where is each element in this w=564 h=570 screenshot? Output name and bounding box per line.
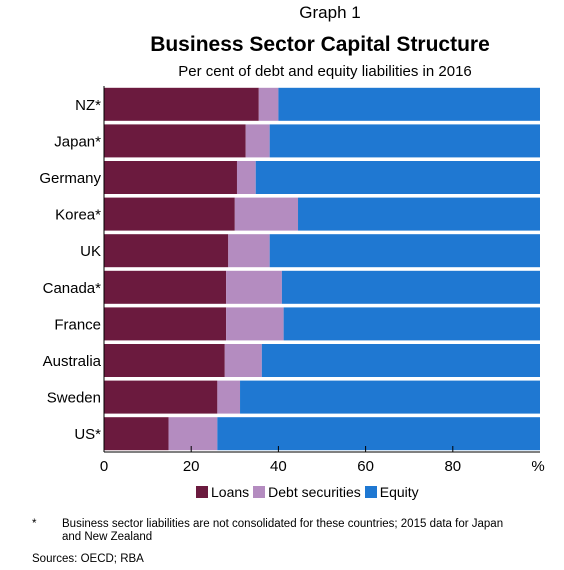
x-tick-label: 60: [357, 458, 374, 475]
legend-item-loans: Loans: [196, 484, 249, 500]
category-label: Korea*: [55, 207, 101, 224]
category-labels: NZ* Japan* Germany Korea* UK Canada* France Aus…: [39, 97, 101, 443]
legend-swatch-debt-securities: [253, 486, 266, 498]
bar-chart: NZ* Japan* Germany Korea* UK Canada* France Aus…: [39, 86, 545, 475]
bar-equity-8: [240, 380, 540, 414]
legend-swatch-loans: [196, 486, 208, 498]
bar-equity-6: [283, 307, 540, 341]
category-label: US*: [74, 426, 101, 443]
bar-debt-securities-4: [228, 234, 270, 268]
graph-number: Graph 1: [299, 3, 361, 22]
bar-loans-3: [104, 197, 235, 231]
x-tick-label: 20: [183, 458, 200, 475]
category-label: Sweden: [47, 390, 101, 407]
category-label: Canada*: [43, 280, 102, 297]
footnote-marker: *: [32, 518, 37, 530]
chart-title: Business Sector Capital Structure: [150, 33, 490, 56]
x-tick-label: 40: [270, 458, 287, 475]
bar-debt-securities-8: [217, 380, 241, 414]
bar-equity-1: [269, 124, 540, 158]
bar-debt-securities-9: [168, 417, 218, 451]
bar-debt-securities-2: [236, 161, 256, 194]
category-label: UK: [80, 243, 101, 260]
footnote-text: Business sector liabilities are not cons…: [62, 518, 504, 543]
bar-equity-7: [261, 344, 540, 377]
x-unit-label: %: [531, 458, 544, 475]
bar-debt-securities-6: [226, 307, 284, 341]
legend-item-debt-securities: Debt securities: [253, 484, 361, 500]
bar-equity-5: [281, 270, 540, 304]
bar-debt-securities-5: [226, 270, 282, 304]
bar-loans-6: [104, 307, 227, 341]
legend: Loans Debt securities Equity: [196, 484, 423, 500]
bar-debt-securities-3: [234, 197, 299, 231]
category-label: Germany: [39, 170, 101, 187]
bars-group: [104, 87, 541, 451]
legend-label-debt-securities: Debt securities: [268, 484, 361, 500]
bar-equity-4: [269, 234, 540, 268]
bar-loans-5: [104, 270, 227, 304]
x-tick-label: 0: [100, 458, 108, 475]
bar-debt-securities-7: [224, 344, 262, 377]
legend-item-equity: Equity: [364, 484, 419, 500]
bar-equity-9: [217, 417, 541, 451]
bar-debt-securities-0: [258, 87, 279, 121]
sources: Sources: OECD; RBA: [32, 553, 144, 565]
bar-loans-2: [104, 161, 237, 194]
bar-equity-0: [278, 87, 540, 121]
bar-loans-8: [104, 380, 218, 414]
bar-equity-2: [255, 161, 541, 194]
category-label: NZ*: [75, 97, 101, 114]
category-label: Japan*: [54, 133, 101, 150]
bar-loans-4: [104, 234, 229, 268]
bar-loans-7: [104, 344, 225, 377]
legend-label-loans: Loans: [211, 484, 250, 500]
bar-loans-1: [104, 124, 246, 158]
category-label: Australia: [43, 353, 102, 370]
x-axis: 0 20 40 60 80%: [100, 86, 545, 475]
bar-debt-securities-1: [245, 124, 270, 158]
bar-equity-3: [298, 197, 540, 231]
bar-loans-0: [104, 87, 259, 121]
category-label: France: [54, 316, 101, 333]
x-tick-label: 80: [444, 458, 461, 475]
chart-subtitle: Per cent of debt and equity liabilities …: [178, 63, 472, 80]
bar-loans-9: [104, 417, 169, 451]
legend-swatch-equity: [364, 486, 377, 498]
legend-label-equity: Equity: [379, 484, 419, 500]
